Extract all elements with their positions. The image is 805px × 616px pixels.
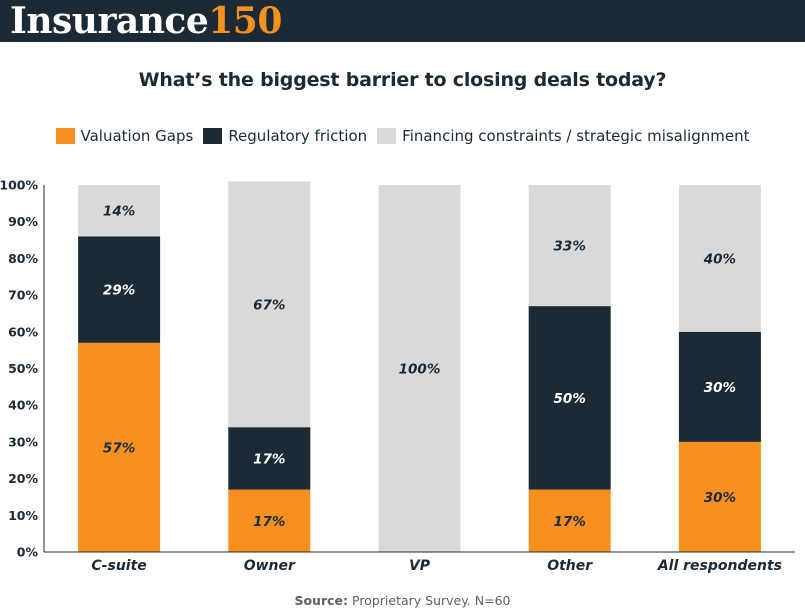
legend-swatch-orange	[55, 128, 75, 144]
bar-segment	[528, 185, 611, 307]
bar-segment	[78, 185, 161, 237]
x-category-label: VP	[409, 558, 431, 574]
legend-label-valuation-gaps: Valuation Gaps	[80, 127, 194, 145]
data-label: 67%	[253, 297, 285, 313]
x-category-label: Owner	[244, 558, 296, 574]
bar-segment	[78, 342, 161, 552]
data-label: 100%	[399, 362, 441, 378]
y-tick-label: 0%	[17, 545, 39, 560]
y-tick-label: 90%	[8, 214, 38, 229]
data-label: 40%	[703, 251, 736, 267]
y-tick-label: 10%	[8, 508, 38, 523]
data-label: 57%	[103, 440, 135, 456]
y-tick-label: 60%	[8, 324, 38, 339]
bar-segment	[78, 236, 161, 343]
bar-segment	[228, 489, 311, 552]
bar-segment	[528, 306, 611, 490]
data-label: 17%	[253, 451, 285, 467]
chart-title: What’s the biggest barrier to closing de…	[138, 69, 667, 91]
data-label: 17%	[253, 514, 285, 530]
source-label: Source:	[294, 593, 349, 608]
x-category-label: Other	[547, 558, 593, 574]
bar-segment	[228, 427, 311, 490]
source-text: Proprietary Survey. N=60	[352, 593, 511, 608]
y-tick-label: 30%	[8, 434, 38, 449]
legend-item-financing-constraints: Financing constraints / strategic misali…	[377, 127, 749, 145]
y-tick-label: 20%	[8, 471, 38, 486]
data-label: 14%	[103, 204, 135, 220]
data-label: 50%	[554, 391, 586, 407]
y-tick-label: 50%	[8, 361, 38, 376]
y-tick-label: 80%	[8, 251, 38, 266]
data-label: 33%	[554, 239, 586, 255]
x-category-label: All respondents	[657, 558, 782, 574]
data-label: 17%	[554, 514, 586, 530]
bar-segment	[678, 441, 761, 552]
bar-segment	[678, 185, 761, 332]
y-tick-label: 70%	[8, 288, 38, 303]
data-label: 30%	[704, 380, 736, 396]
logo-text-insurance: Insurance	[10, 0, 209, 42]
legend-item-regulatory-friction: Regulatory friction	[203, 127, 367, 145]
legend-swatch-gray	[377, 128, 397, 144]
header-bar: Insurance150	[0, 0, 805, 42]
legend-swatch-navy	[203, 128, 223, 144]
bar-segment	[228, 181, 311, 428]
legend-label-financing-constraints: Financing constraints / strategic misali…	[402, 127, 750, 145]
y-tick-label: 40%	[8, 398, 38, 413]
logo-text-150: 150	[208, 0, 282, 42]
chart-legend: Valuation Gaps Regulatory friction Finan…	[0, 125, 805, 147]
x-category-label: C-suite	[91, 558, 146, 574]
bar-segment	[528, 489, 611, 552]
y-tick-label: 100%	[0, 178, 38, 193]
data-label: 29%	[103, 283, 135, 299]
bar-segment	[378, 185, 461, 552]
legend-label-regulatory-friction: Regulatory friction	[228, 127, 368, 145]
legend-item-valuation-gaps: Valuation Gaps	[55, 127, 194, 145]
insurance150-logo[interactable]: Insurance150	[10, 1, 282, 41]
source-note: Source: Proprietary Survey. N=60	[0, 593, 805, 608]
data-label: 30%	[704, 490, 736, 506]
bar-segment	[678, 331, 761, 442]
